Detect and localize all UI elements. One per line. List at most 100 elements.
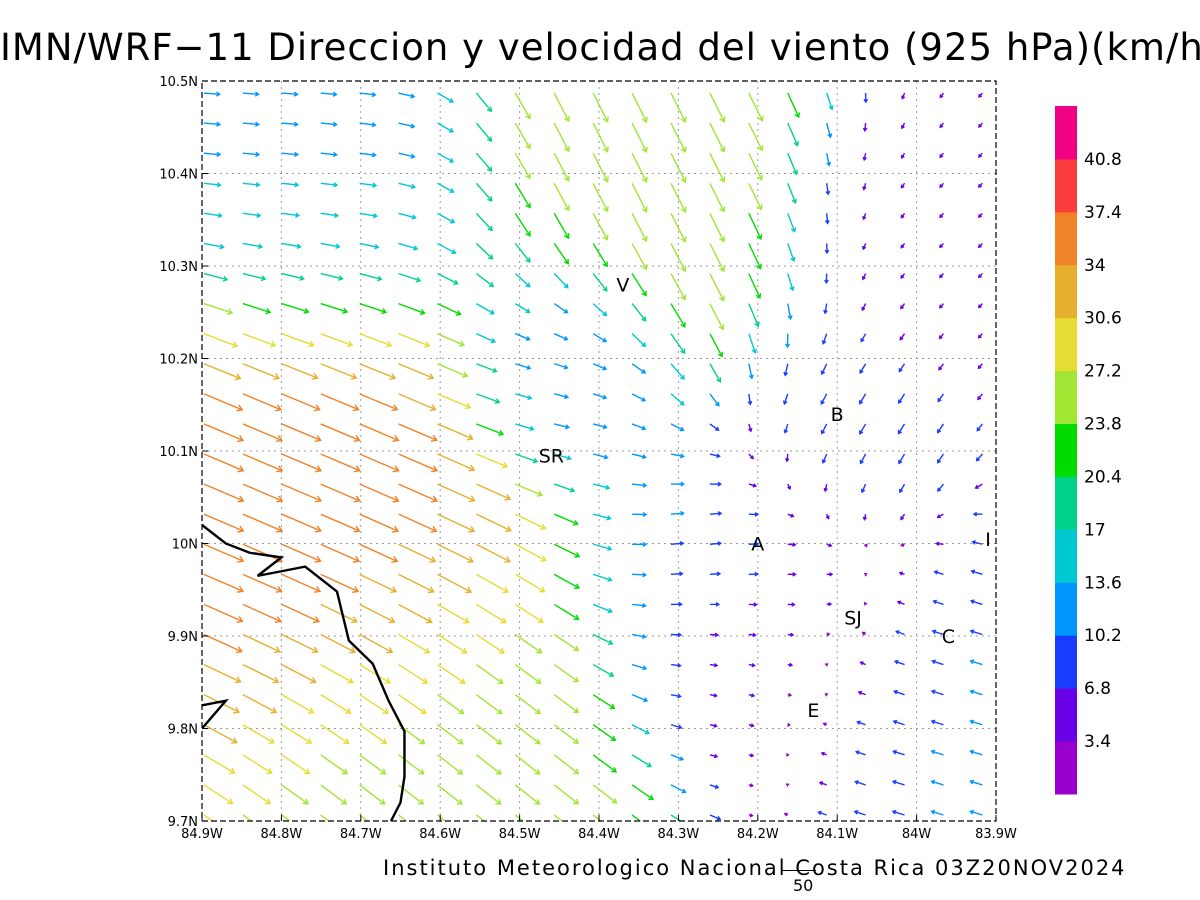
wind-vector [203,694,240,714]
wind-vector [977,273,983,279]
wind-vector [475,212,493,232]
wind-vector [281,91,299,97]
wind-vector [784,453,790,463]
wind-vector [892,749,905,756]
wind-vector [787,273,795,292]
x-tick-label: 84.9W [181,827,223,842]
wind-vector [631,213,648,243]
wind-vector [437,393,472,410]
wind-vector [515,333,531,341]
wind-vector [553,603,580,621]
wind-vector [203,272,229,282]
wind-vector [939,212,944,219]
wind-vector [437,573,473,594]
wind-vector [320,182,339,188]
wind-vector [631,333,647,348]
wind-vector [242,663,280,684]
wind-vector [709,784,720,790]
wind-vector [437,212,456,224]
wind-vector [899,483,906,494]
wind-vector [242,393,283,412]
x-tick-label: 84W [902,827,932,842]
y-axis-ticks: 9.7N 9.8N 9.9N 10N 10.1N 10.2N 10.3N 10.4N 10.5N [159,75,208,830]
wind-vector [553,633,580,652]
wind-vector [748,753,755,758]
wind-vector [475,814,486,821]
wind-vector [320,483,361,503]
wind-vector [787,513,795,518]
wind-vector [787,542,797,547]
wind-vector [437,754,464,775]
wind-vector [592,543,613,552]
map-title: IMN/WRF−11 Direccion y velocidad del vie… [0,26,1200,69]
wind-vector [592,122,609,153]
wind-vector [861,631,867,636]
wind-vector [898,453,906,465]
wind-vector [748,693,756,698]
wind-vector [359,92,377,98]
wind-vector [592,393,608,400]
place-labels: V B SR A I SJ C E [539,275,991,723]
wind-vector [785,333,791,349]
colorbar-segment [1055,688,1077,742]
colorbar-label: 23.8 [1084,415,1122,435]
wind-vector [783,812,789,817]
wind-vector [203,333,239,349]
wind-vector [670,363,685,380]
wind-vector [320,363,358,380]
x-tick-label: 84.5W [499,827,541,842]
wind-vector [514,273,531,288]
wind-vector [592,363,608,371]
wind-vector [858,393,867,405]
wind-vector [709,273,725,302]
wind-vector [863,93,869,104]
wind-vector [670,273,687,301]
wind-vector [935,541,944,546]
y-tick-label: 10.3N [159,260,198,275]
wind-vector [359,272,383,282]
wind-vector [320,573,360,593]
wind-vector [554,393,570,400]
wind-vector [787,572,797,577]
place-label: SR [539,446,564,468]
wind-vector [860,483,867,494]
wind-vector [670,182,687,214]
wind-vector [748,783,755,788]
wind-vector [437,453,476,472]
wind-vector [821,333,828,345]
wind-vector [631,393,647,402]
wind-vector [824,273,829,285]
wind-vector [514,694,542,715]
wind-vector [822,722,827,727]
wind-vector [475,784,502,805]
wind-vector [553,182,570,212]
wind-vector [281,121,299,127]
wind-vector [930,749,944,756]
wind-vector [937,393,945,403]
wind-vector [897,423,906,435]
wind-vector [514,182,531,209]
wind-vector [592,453,609,460]
wind-vector [939,122,945,129]
wind-vector [709,814,722,821]
wind-vector [242,242,264,250]
wind-vector [437,784,463,805]
wind-vector [631,633,647,639]
wind-vector [670,784,687,794]
wind-vector [514,303,531,314]
wind-vector [281,453,323,473]
wind-vector [398,513,438,533]
wind-vector [670,571,684,577]
wind-vector [977,303,983,309]
wind-vector [476,573,510,594]
wind-vector [203,423,245,443]
wind-vector [859,423,867,435]
wind-vector [939,242,944,249]
colorbar-segment [1055,158,1077,213]
wind-vector [359,333,393,348]
wind-vector [514,784,541,805]
wind-vector [554,363,569,370]
wind-vector [203,363,242,381]
wind-vector [631,724,650,735]
